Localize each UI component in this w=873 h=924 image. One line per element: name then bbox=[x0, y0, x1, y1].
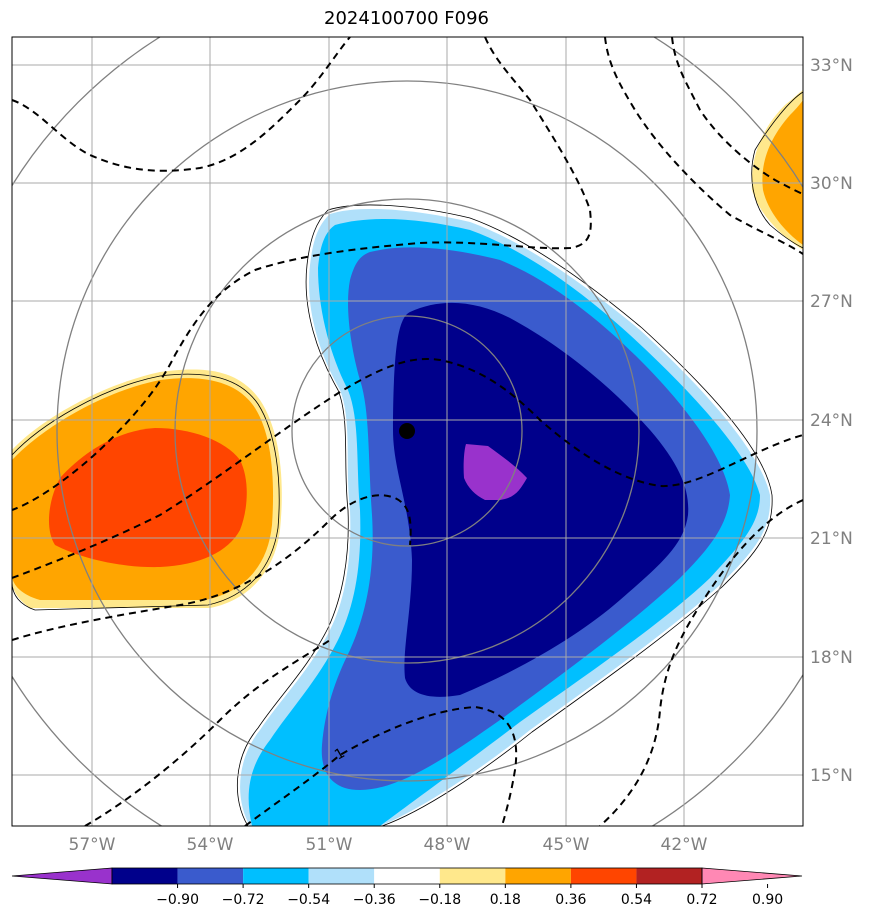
lat-label: 27°N bbox=[810, 292, 853, 312]
graticule bbox=[12, 37, 803, 826]
map-frame bbox=[11, 36, 804, 827]
colorbar-extend-low bbox=[11, 867, 113, 885]
distance-rings bbox=[12, 37, 803, 826]
colorbar-tick-label: −0.90 bbox=[156, 892, 199, 908]
dashed-contours bbox=[12, 37, 803, 826]
colorbar-swatch bbox=[112, 868, 178, 884]
colorbar-swatch bbox=[439, 868, 506, 884]
map-panel: 1 bbox=[12, 37, 803, 826]
colorbar-tick-label: −0.54 bbox=[287, 892, 330, 908]
colorbar-tick-label: −0.36 bbox=[353, 892, 396, 908]
colorbar-swatch bbox=[308, 868, 375, 884]
lat-label: 18°N bbox=[810, 648, 853, 668]
colorbar-swatch bbox=[636, 868, 702, 884]
colorbar-swatch bbox=[177, 868, 244, 884]
lat-label: 30°N bbox=[810, 174, 853, 194]
latitude-labels: 33°N 30°N 27°N 24°N 21°N 18°N 15°N bbox=[810, 56, 853, 786]
colorbar-tick-label: 0.90 bbox=[752, 892, 783, 908]
colorbar-tick-label: −0.18 bbox=[418, 892, 461, 908]
lon-label: 51°W bbox=[306, 835, 353, 855]
lon-label: 57°W bbox=[69, 835, 116, 855]
lat-label: 15°N bbox=[810, 766, 853, 786]
colorbar-tick-label: 0.54 bbox=[621, 892, 652, 908]
longitude-labels: 57°W 54°W 51°W 48°W 45°W 42°W bbox=[69, 835, 708, 855]
lon-label: 45°W bbox=[543, 835, 590, 855]
colorbar-swatch bbox=[505, 868, 571, 884]
colorbar-swatch bbox=[374, 868, 440, 884]
colorbar-tick-label: 0.18 bbox=[490, 892, 521, 908]
lat-label: 33°N bbox=[810, 56, 853, 76]
colorbar-swatch bbox=[570, 868, 637, 884]
lon-label: 54°W bbox=[187, 835, 234, 855]
colorbar-tick-label: 0.72 bbox=[686, 892, 717, 908]
positive-anomaly-left bbox=[12, 369, 282, 611]
storm-center-marker bbox=[399, 423, 415, 439]
colorbar-swatch bbox=[243, 868, 309, 884]
colorbar-tick-label: −0.72 bbox=[222, 892, 265, 908]
negative-anomaly-region bbox=[236, 204, 773, 826]
lat-label: 24°N bbox=[810, 411, 853, 431]
lon-label: 48°W bbox=[424, 835, 471, 855]
lon-label: 42°W bbox=[661, 835, 708, 855]
map-title: 2024100700 F096 bbox=[324, 8, 489, 29]
colorbar-tick-label: 0.36 bbox=[555, 892, 586, 908]
colorbar-outline bbox=[111, 867, 703, 885]
colorbar-extend-high bbox=[701, 867, 803, 885]
lat-label: 21°N bbox=[810, 529, 853, 549]
colorbar: −0.90 −0.72 −0.54 −0.36 −0.18 0.18 0.36 0.54 0.7… bbox=[11, 867, 803, 908]
positive-anomaly-right bbox=[751, 90, 803, 250]
